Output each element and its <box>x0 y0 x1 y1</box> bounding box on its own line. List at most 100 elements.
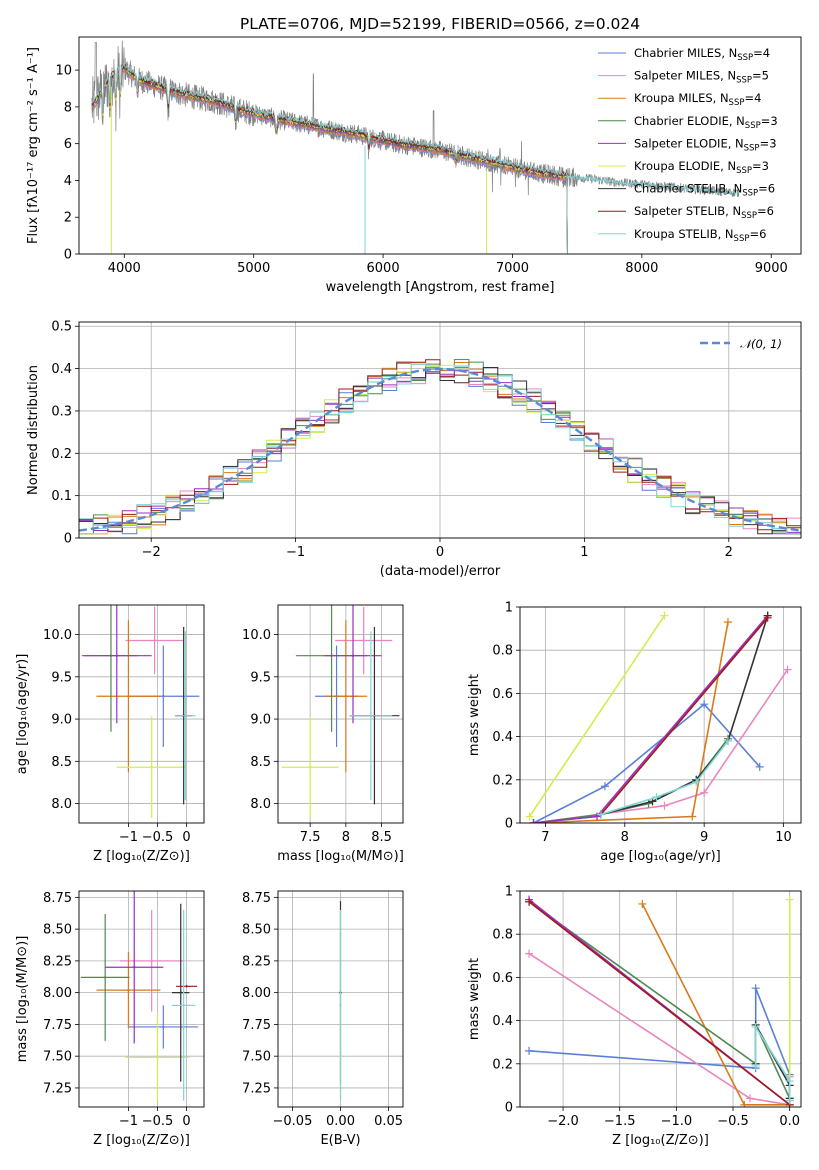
x-axis-label: Z [log₁₀(Z/Z⊙)] <box>93 1133 190 1148</box>
weight-marker <box>638 899 647 908</box>
panel-spectrum: 4000 5000 6000 7000 8000 9000 0 2 4 6 8 10 wavelengt… <box>26 36 802 295</box>
weight-marker <box>751 984 760 993</box>
weight-line-kroupa-elodie <box>528 615 666 817</box>
x-tick-label: −0.05 <box>273 1114 313 1129</box>
legend-label: Salpeter MILES, NSSP=5 <box>634 69 769 86</box>
y-tick-label: 8.75 <box>242 891 271 906</box>
data-point <box>162 1025 165 1029</box>
x-tick-label: 8 <box>342 830 350 845</box>
data-point <box>179 991 182 994</box>
data-point <box>362 639 365 642</box>
axes-frame <box>277 604 404 824</box>
weight-marker <box>596 810 605 819</box>
x-tick-label: −2 <box>142 545 161 560</box>
x-tick-label: 2 <box>725 545 733 560</box>
data-point <box>133 966 136 969</box>
weight-line-kroupa-miles <box>533 621 729 823</box>
legend-label: Kroupa MILES, NSSP=4 <box>634 91 761 108</box>
y-tick-label: 7.50 <box>242 1050 271 1065</box>
y-tick-label: 0.1 <box>51 489 72 504</box>
y-tick-label: 8.00 <box>43 986 72 1001</box>
y-axis-label: Normed distribution <box>26 365 41 495</box>
legend-spectrum: Chabrier MILES, NSSP=4 Salpeter MILES, NS… <box>598 46 778 244</box>
weight-marker <box>525 949 534 958</box>
y-tick-label: 6 <box>64 137 72 152</box>
y-tick-label: 0.8 <box>492 928 513 943</box>
x-tick-label: −1 <box>119 1114 138 1129</box>
y-tick-label: 1 <box>505 601 513 616</box>
y-axis-label: mass [log₁₀(M/M⊙)] <box>15 936 30 1063</box>
weight-marker <box>525 1046 534 1055</box>
x-tick-label: −1 <box>286 545 305 560</box>
y-tick-label: 10 <box>55 64 72 79</box>
y-tick-label: 7.50 <box>43 1050 72 1065</box>
plot-area-mass_vs_ebv <box>339 901 342 1101</box>
x-tick-label: 4000 <box>108 261 141 276</box>
data-point <box>153 639 156 642</box>
x-axis-label: wavelength [Angstrom, rest frame] <box>326 280 555 295</box>
y-tick-label: 0.4 <box>492 730 513 745</box>
weight-marker <box>600 782 609 791</box>
weight-marker <box>785 1077 794 1086</box>
x-tick-label: −0.5 <box>717 1114 749 1129</box>
axes-frame <box>78 890 205 1108</box>
data-point <box>115 654 118 657</box>
y-tick-label: 0 <box>505 1101 513 1116</box>
figure-title: PLATE=0706, MJD=52199, FIBERID=0566, z=0… <box>240 15 640 33</box>
x-tick-label: −1.0 <box>661 1114 693 1129</box>
data-point <box>184 714 187 717</box>
y-tick-label: 8.50 <box>242 923 271 938</box>
y-tick-label: 0.2 <box>492 773 513 788</box>
panel-mass_vs_ebv: −0.05 0.00 0.05 7.25 7.50 7.75 8.00 8.25 8.50 8.7… <box>242 890 404 1148</box>
y-tick-label: 8 <box>64 100 72 115</box>
y-tick-label: 0 <box>64 532 72 547</box>
data-point <box>182 1004 185 1007</box>
grid-mass_vs_Z <box>79 891 204 1107</box>
normal-curve <box>79 367 801 532</box>
panel-age_vs_Z: −1 −0.5 0 8.0 8.5 9.0 9.5 10.0 Z [log₁₀(Z/Z⊙)] ag… <box>15 604 205 864</box>
weight-marker <box>688 812 697 821</box>
x-axis-label: E(B-V) <box>320 1133 360 1148</box>
weight-marker <box>785 895 794 904</box>
weight-marker <box>785 1096 794 1105</box>
axes-frame <box>78 321 802 539</box>
y-tick-label: 10.0 <box>242 628 271 643</box>
x-axis-label: (data-model)/error <box>380 564 501 579</box>
data-point <box>339 1004 342 1007</box>
y-tick-label: 0.6 <box>492 971 513 986</box>
y-tick-label: 2 <box>64 211 72 226</box>
grid-weight_vs_age <box>520 606 801 824</box>
plot-area-weight_vs_age <box>525 611 792 823</box>
y-axis-label: mass weight <box>467 958 482 1040</box>
y-tick-label: 0 <box>64 248 72 263</box>
weight-line-chabrier-miles <box>529 987 791 1101</box>
y-tick-label: 9.0 <box>250 713 271 728</box>
weight-marker <box>783 665 792 674</box>
weight-marker <box>723 736 732 745</box>
legend-label: Kroupa STELIB, NSSP=6 <box>634 227 766 244</box>
x-tick-label: 9 <box>700 830 708 845</box>
x-tick-label: 0 <box>182 830 190 845</box>
weight-marker <box>723 618 732 627</box>
y-tick-label: 7.25 <box>43 1081 72 1096</box>
y-tick-label: 0.5 <box>51 320 72 335</box>
y-tick-label: 0.2 <box>492 1057 513 1072</box>
x-tick-label: 0.00 <box>326 1114 355 1129</box>
y-tick-label: 9.5 <box>250 670 271 685</box>
y-tick-label: 8.0 <box>51 797 72 812</box>
x-axis-label: mass [log₁₀(M/M⊙)] <box>277 849 404 864</box>
weight-marker <box>652 793 661 802</box>
weight-marker <box>763 613 772 622</box>
x-tick-label: −2.0 <box>547 1114 579 1129</box>
y-tick-label: 8.75 <box>43 891 72 906</box>
weight-marker <box>700 788 709 797</box>
plot-area-age_vs_mass <box>281 605 400 818</box>
model-spectrum-kroupa-stelib <box>91 62 568 254</box>
x-tick-label: 7.5 <box>300 830 321 845</box>
weight-marker <box>751 1061 760 1070</box>
data-point <box>127 695 130 698</box>
weight-line-salpeter-stelib <box>600 617 769 815</box>
weight-marker <box>692 777 701 786</box>
y-tick-label: 8.5 <box>250 755 271 770</box>
